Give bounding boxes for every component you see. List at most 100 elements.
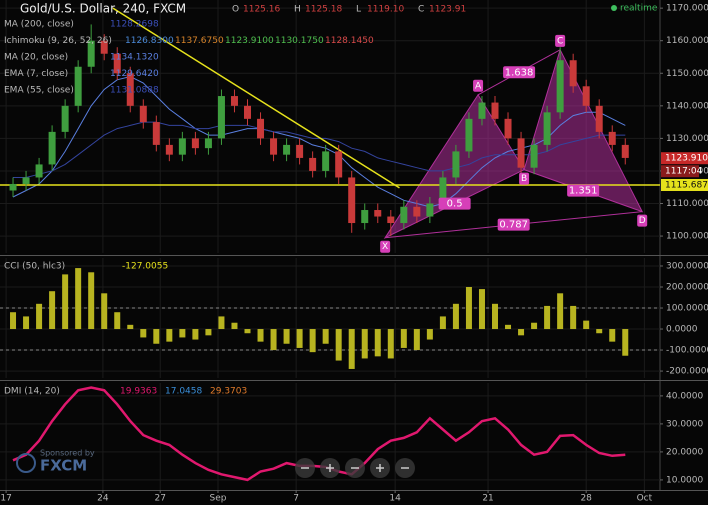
candle-body [504,118,512,139]
y-tick-label: 300.0000 [666,261,708,271]
candle-body [400,206,408,224]
panel-value: 17.0458 [165,387,202,397]
candle-body [296,144,304,158]
y-tick-label: -100.0000 [666,346,708,356]
bar [140,329,147,338]
ratio-box [503,66,536,79]
bar [465,287,472,330]
watermark-sponsor: Sponsored by [40,449,95,458]
bar [335,329,342,361]
candle-body [374,210,382,217]
candle-body [361,210,369,224]
bar [622,329,629,356]
bar [192,329,199,340]
candle-body [621,144,629,158]
bar [205,329,212,336]
y-tick-label: 40.0000 [666,391,703,401]
candle-body [543,112,551,145]
y-tick-label: 1140.0000 [666,101,708,111]
ratio-label: 1.638 [505,67,534,78]
countdown-label: 1117:04 [665,167,703,177]
pattern-point-label: C [557,36,563,46]
bar [88,272,95,330]
y-tick-label: 100.0000 [666,304,708,314]
bar [36,303,43,330]
ohlc-value: 1123.91 [429,5,466,15]
candle-body [309,157,317,171]
candle-body [335,151,343,178]
bar [218,316,225,330]
indicator-name: EMA (7, close) [4,69,68,79]
pattern-point-label: D [639,216,646,226]
last-price-tag [661,152,708,165]
bar [270,329,277,351]
candle-body [74,66,82,106]
y-tick-label: 1170.0000 [666,4,708,14]
bar [492,303,498,330]
candle-body [582,86,590,106]
panel-title: CCI (50, hlc3) [4,262,65,272]
indicator-name: MA (200, close) [4,20,74,30]
bar [127,324,134,330]
x-tick-label: 21 [482,494,493,504]
pattern-point-box [380,240,391,253]
ohlc-key: O [232,5,239,15]
candle-body [348,177,356,224]
candle-body [217,96,225,139]
ratio-label: 0.5 [447,199,463,210]
candle-body [595,105,603,132]
pattern-point-label: A [475,81,482,91]
candle-body [191,138,199,149]
trendline [112,7,400,189]
bar [179,329,186,338]
bar [439,316,446,330]
candle-body [556,60,564,113]
y-tick-label: 0.0000 [666,325,698,335]
y-tick-label: 1110.0000 [666,199,708,209]
x-tick-label: 24 [97,494,109,504]
indicator-value: 1134.1320 [110,53,159,63]
candle-body [9,183,17,191]
pattern-point-box [637,214,648,227]
bar [544,305,551,330]
indicator-value: 1130.1750 [275,36,324,46]
last-price-label: 1123.9100 [665,154,708,164]
indicator-value: 1131.0888 [110,86,159,96]
bar [296,329,303,348]
candle-body [608,131,616,145]
ohlc-key: H [294,5,301,15]
candle-body [387,216,395,224]
line [12,386,626,482]
candle-body [257,118,265,139]
bar [348,329,355,369]
candle-body [452,151,460,178]
y-tick-label: 1130.0000 [666,134,708,144]
candle-body [244,105,251,119]
candle-body [61,105,69,132]
level-label: 1115.6872 [665,180,708,190]
y-tick-label: 30.0000 [666,419,703,429]
candle-body [139,105,147,123]
countdown-tag [661,165,699,178]
x-tick-label: 7 [293,494,299,504]
bar [596,329,603,334]
bar [413,329,420,351]
candle-body [270,138,278,155]
bar [478,289,485,330]
y-tick-label: 20.0000 [666,447,703,457]
indicator-value: 1123.9100 [225,36,274,46]
bar [583,320,590,330]
bar [309,329,316,353]
bar [387,329,394,359]
bar [557,293,564,330]
y-tick-label: 1150.0000 [666,69,708,79]
candle-body [569,60,577,87]
bar [62,274,69,330]
bar [49,291,56,330]
candle-body [517,138,525,168]
bar [426,329,433,340]
bar [505,324,512,330]
x-tick-label: Oct [637,494,653,504]
bar [283,329,290,344]
indicator-value: 1137.6750 [175,36,224,46]
